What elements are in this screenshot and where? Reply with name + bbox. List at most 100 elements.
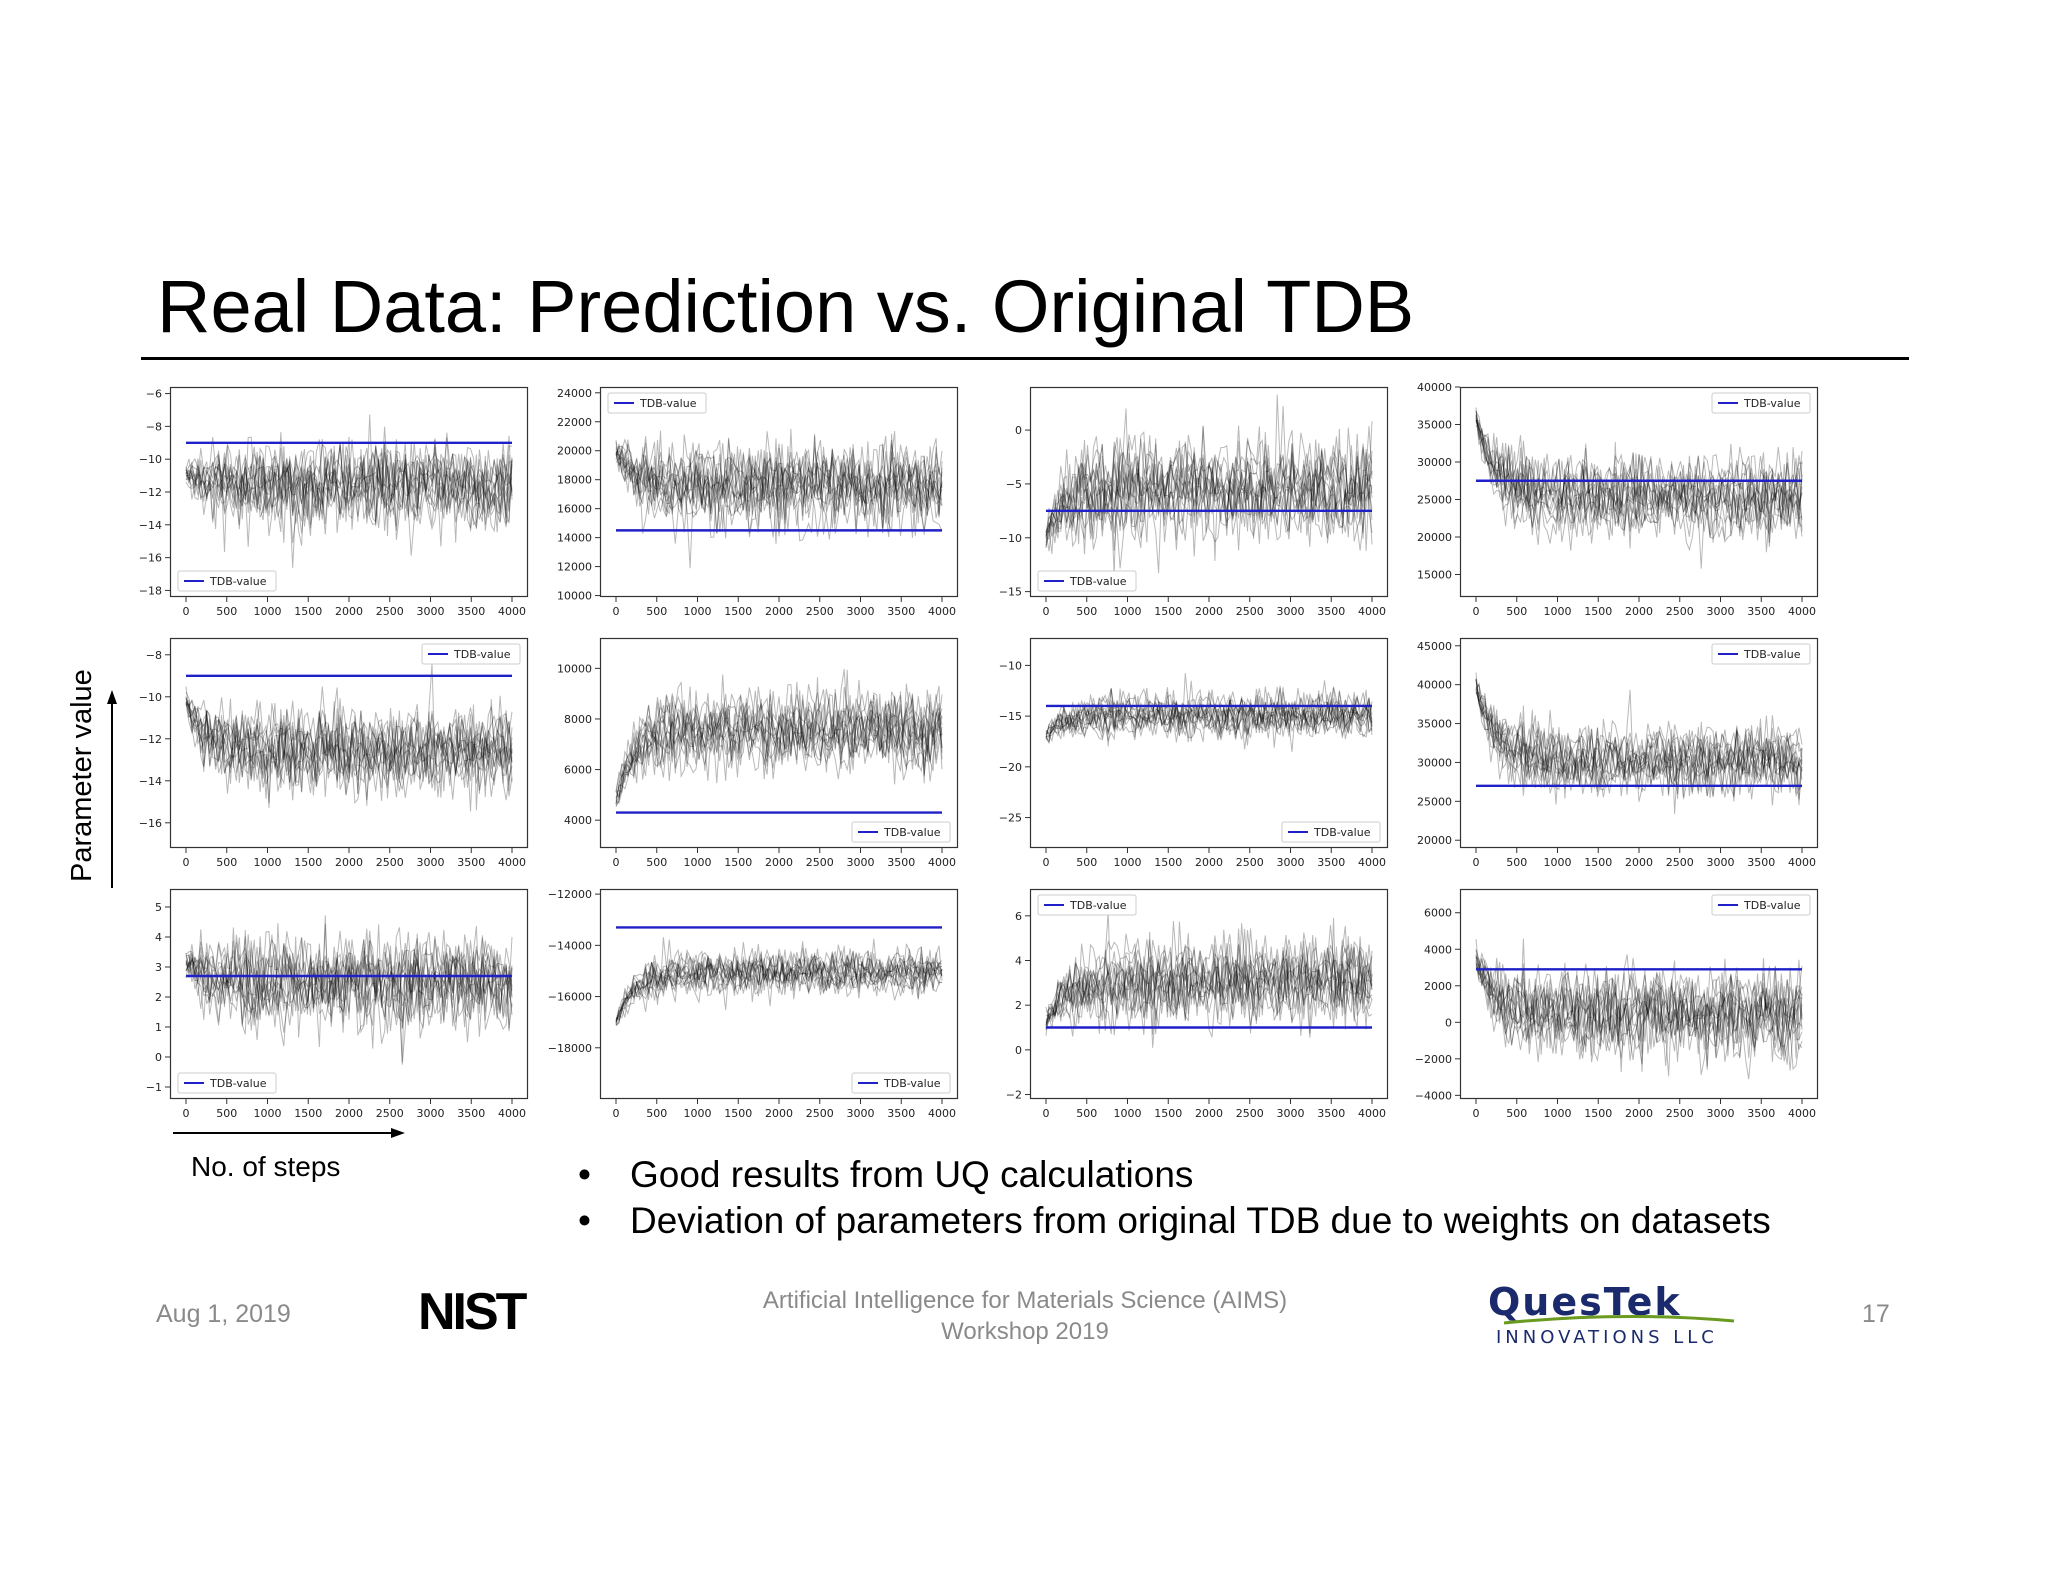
mcmc-traces	[1045, 394, 1373, 577]
x-tick-label: 2000	[765, 856, 793, 869]
mcmc-trace-line	[615, 431, 943, 538]
questek-logo: QuesTek	[1488, 1281, 1735, 1325]
mcmc-trace-line	[1475, 407, 1803, 544]
mcmc-trace-line	[615, 939, 943, 1023]
mcmc-trace-line	[1045, 931, 1373, 1035]
plot-svg: −6 −8 −10 −12 −14 −16 −18 0 500 1000 1500 2000 2500 3…	[139, 386, 529, 618]
mcmc-trace-line	[1045, 689, 1373, 752]
mcmc-trace-line	[1475, 962, 1803, 1080]
mcmc-trace-line	[615, 945, 943, 1025]
mcmc-trace-line	[1045, 943, 1373, 1035]
mcmc-trace-line	[185, 704, 513, 794]
plot-svg: 10000 8000 6000 4000 0 500 1000 1500 2000 2500 300…	[557, 637, 959, 869]
legend: TDB-value	[851, 821, 951, 843]
questek-logo-subtitle: INNOVATIONS LLC	[1496, 1327, 1718, 1348]
mcmc-trace-line	[615, 434, 943, 517]
mcmc-trace-line	[1475, 414, 1803, 543]
mcmc-trace-line	[1475, 420, 1803, 544]
mcmc-traces	[1045, 911, 1373, 1048]
mcmc-trace-line	[1045, 923, 1373, 1022]
mcmc-trace-line	[185, 703, 513, 790]
x-tick-label: 1500	[724, 605, 752, 618]
legend-box	[1037, 570, 1137, 592]
legend-box	[851, 821, 951, 843]
legend-label: TDB-value	[883, 1077, 941, 1090]
x-tick-label: 2000	[335, 1107, 363, 1120]
mcmc-trace-line	[1045, 687, 1373, 739]
x-tick-label: 2500	[1236, 1107, 1264, 1120]
mcmc-trace-line	[1045, 428, 1373, 542]
param-plot-12: 6000 4000 2000 0 −2000 −4000 0 500 1000 1500 2000 2…	[1415, 888, 1819, 1120]
x-tick-label: 3000	[847, 856, 875, 869]
mcmc-trace-line	[1045, 697, 1373, 750]
mcmc-trace-line	[1475, 678, 1803, 798]
x-tick-label: 4000	[928, 605, 956, 618]
mcmc-trace-line	[615, 698, 943, 807]
legend-box	[177, 1072, 277, 1094]
mcmc-traces	[1045, 673, 1373, 752]
x-tick-label: 2500	[376, 1107, 404, 1120]
nist-logo-text: NIST	[418, 1289, 528, 1335]
y-tick-label: 30000	[1417, 456, 1452, 469]
x-tick-label: 2000	[1195, 856, 1223, 869]
plot-svg: 0 −5 −10 −15 0 500 1000 1500 2000 2500 3000 3500 400…	[999, 386, 1389, 618]
x-tick-label: 0	[1473, 1107, 1480, 1120]
x-tick-label: 1000	[684, 605, 712, 618]
x-tick-label: 3000	[1277, 605, 1305, 618]
y-tick-label: 2000	[1424, 980, 1452, 993]
mcmc-trace-line	[1475, 950, 1803, 1073]
plot-svg: 45000 40000 35000 30000 25000 20000 0 500 1000 15…	[1417, 637, 1819, 869]
mcmc-trace-line	[185, 439, 513, 537]
mcmc-trace-line	[1475, 411, 1803, 534]
plot-svg: 2400022000200001800016000140001200010000…	[557, 387, 959, 618]
x-tick-label: 2000	[765, 1107, 793, 1120]
mcmc-trace-line	[185, 435, 513, 553]
x-tick-label: 2500	[376, 605, 404, 618]
mcmc-trace-line	[615, 957, 943, 1021]
mcmc-trace-line	[185, 451, 513, 544]
x-tick-label: 1000	[254, 605, 282, 618]
y-tick-label: 0	[1445, 1016, 1452, 1029]
mcmc-trace-line	[185, 695, 513, 801]
page-number: 17	[1862, 1300, 1890, 1328]
y-tick-label: −12	[139, 733, 162, 746]
x-tick-label: 3000	[1707, 605, 1735, 618]
y-tick-label: 6000	[564, 764, 592, 777]
mcmc-trace-line	[1475, 956, 1803, 1053]
mcmc-trace-line	[1045, 462, 1373, 577]
y-tick-label: −16	[139, 817, 162, 830]
mcmc-trace-line	[185, 952, 513, 1065]
x-tick-label: 1000	[684, 856, 712, 869]
mcmc-traces	[615, 669, 943, 807]
y-tick-label: 4000	[564, 814, 592, 827]
x-tick-label: 4000	[1788, 605, 1816, 618]
plot-svg: −8 −10 −12 −14 −16 0 500 1000 1500 2000 2500 3000 35…	[139, 637, 529, 869]
mcmc-trace-line	[615, 947, 943, 1021]
mcmc-trace-line	[1045, 917, 1373, 1027]
y-axis-arrow-icon	[107, 690, 117, 888]
bullet-list: Good results from UQ calculations Deviat…	[578, 1152, 1771, 1244]
mcmc-traces	[185, 915, 513, 1065]
mcmc-trace-line	[185, 436, 513, 518]
x-tick-label: 2000	[335, 856, 363, 869]
legend-label: TDB-value	[1313, 826, 1371, 839]
x-tick-label: 2500	[376, 856, 404, 869]
plot-svg: −10 −15 −20 −25 0 500 1000 1500 2000 2500 3000 3500…	[999, 637, 1389, 869]
x-tick-label: 3500	[1317, 605, 1345, 618]
y-tick-label: −10	[999, 659, 1022, 672]
x-tick-label: 1500	[1154, 856, 1182, 869]
mcmc-trace-line	[1045, 426, 1373, 546]
mcmc-trace-line	[1475, 957, 1803, 1054]
legend-box	[851, 1072, 951, 1094]
x-tick-label: 3500	[457, 605, 485, 618]
x-tick-label: 2000	[1195, 1107, 1223, 1120]
y-tick-label: −4000	[1415, 1089, 1452, 1102]
x-tick-label: 1000	[1544, 1107, 1572, 1120]
legend-label: TDB-value	[209, 1077, 267, 1090]
x-tick-label: 4000	[498, 605, 526, 618]
plot-frame	[169, 637, 529, 849]
legend-label: TDB-value	[209, 575, 267, 588]
mcmc-trace-line	[1475, 679, 1803, 802]
x-tick-label: 2000	[335, 605, 363, 618]
mcmc-trace-line	[615, 941, 943, 1022]
